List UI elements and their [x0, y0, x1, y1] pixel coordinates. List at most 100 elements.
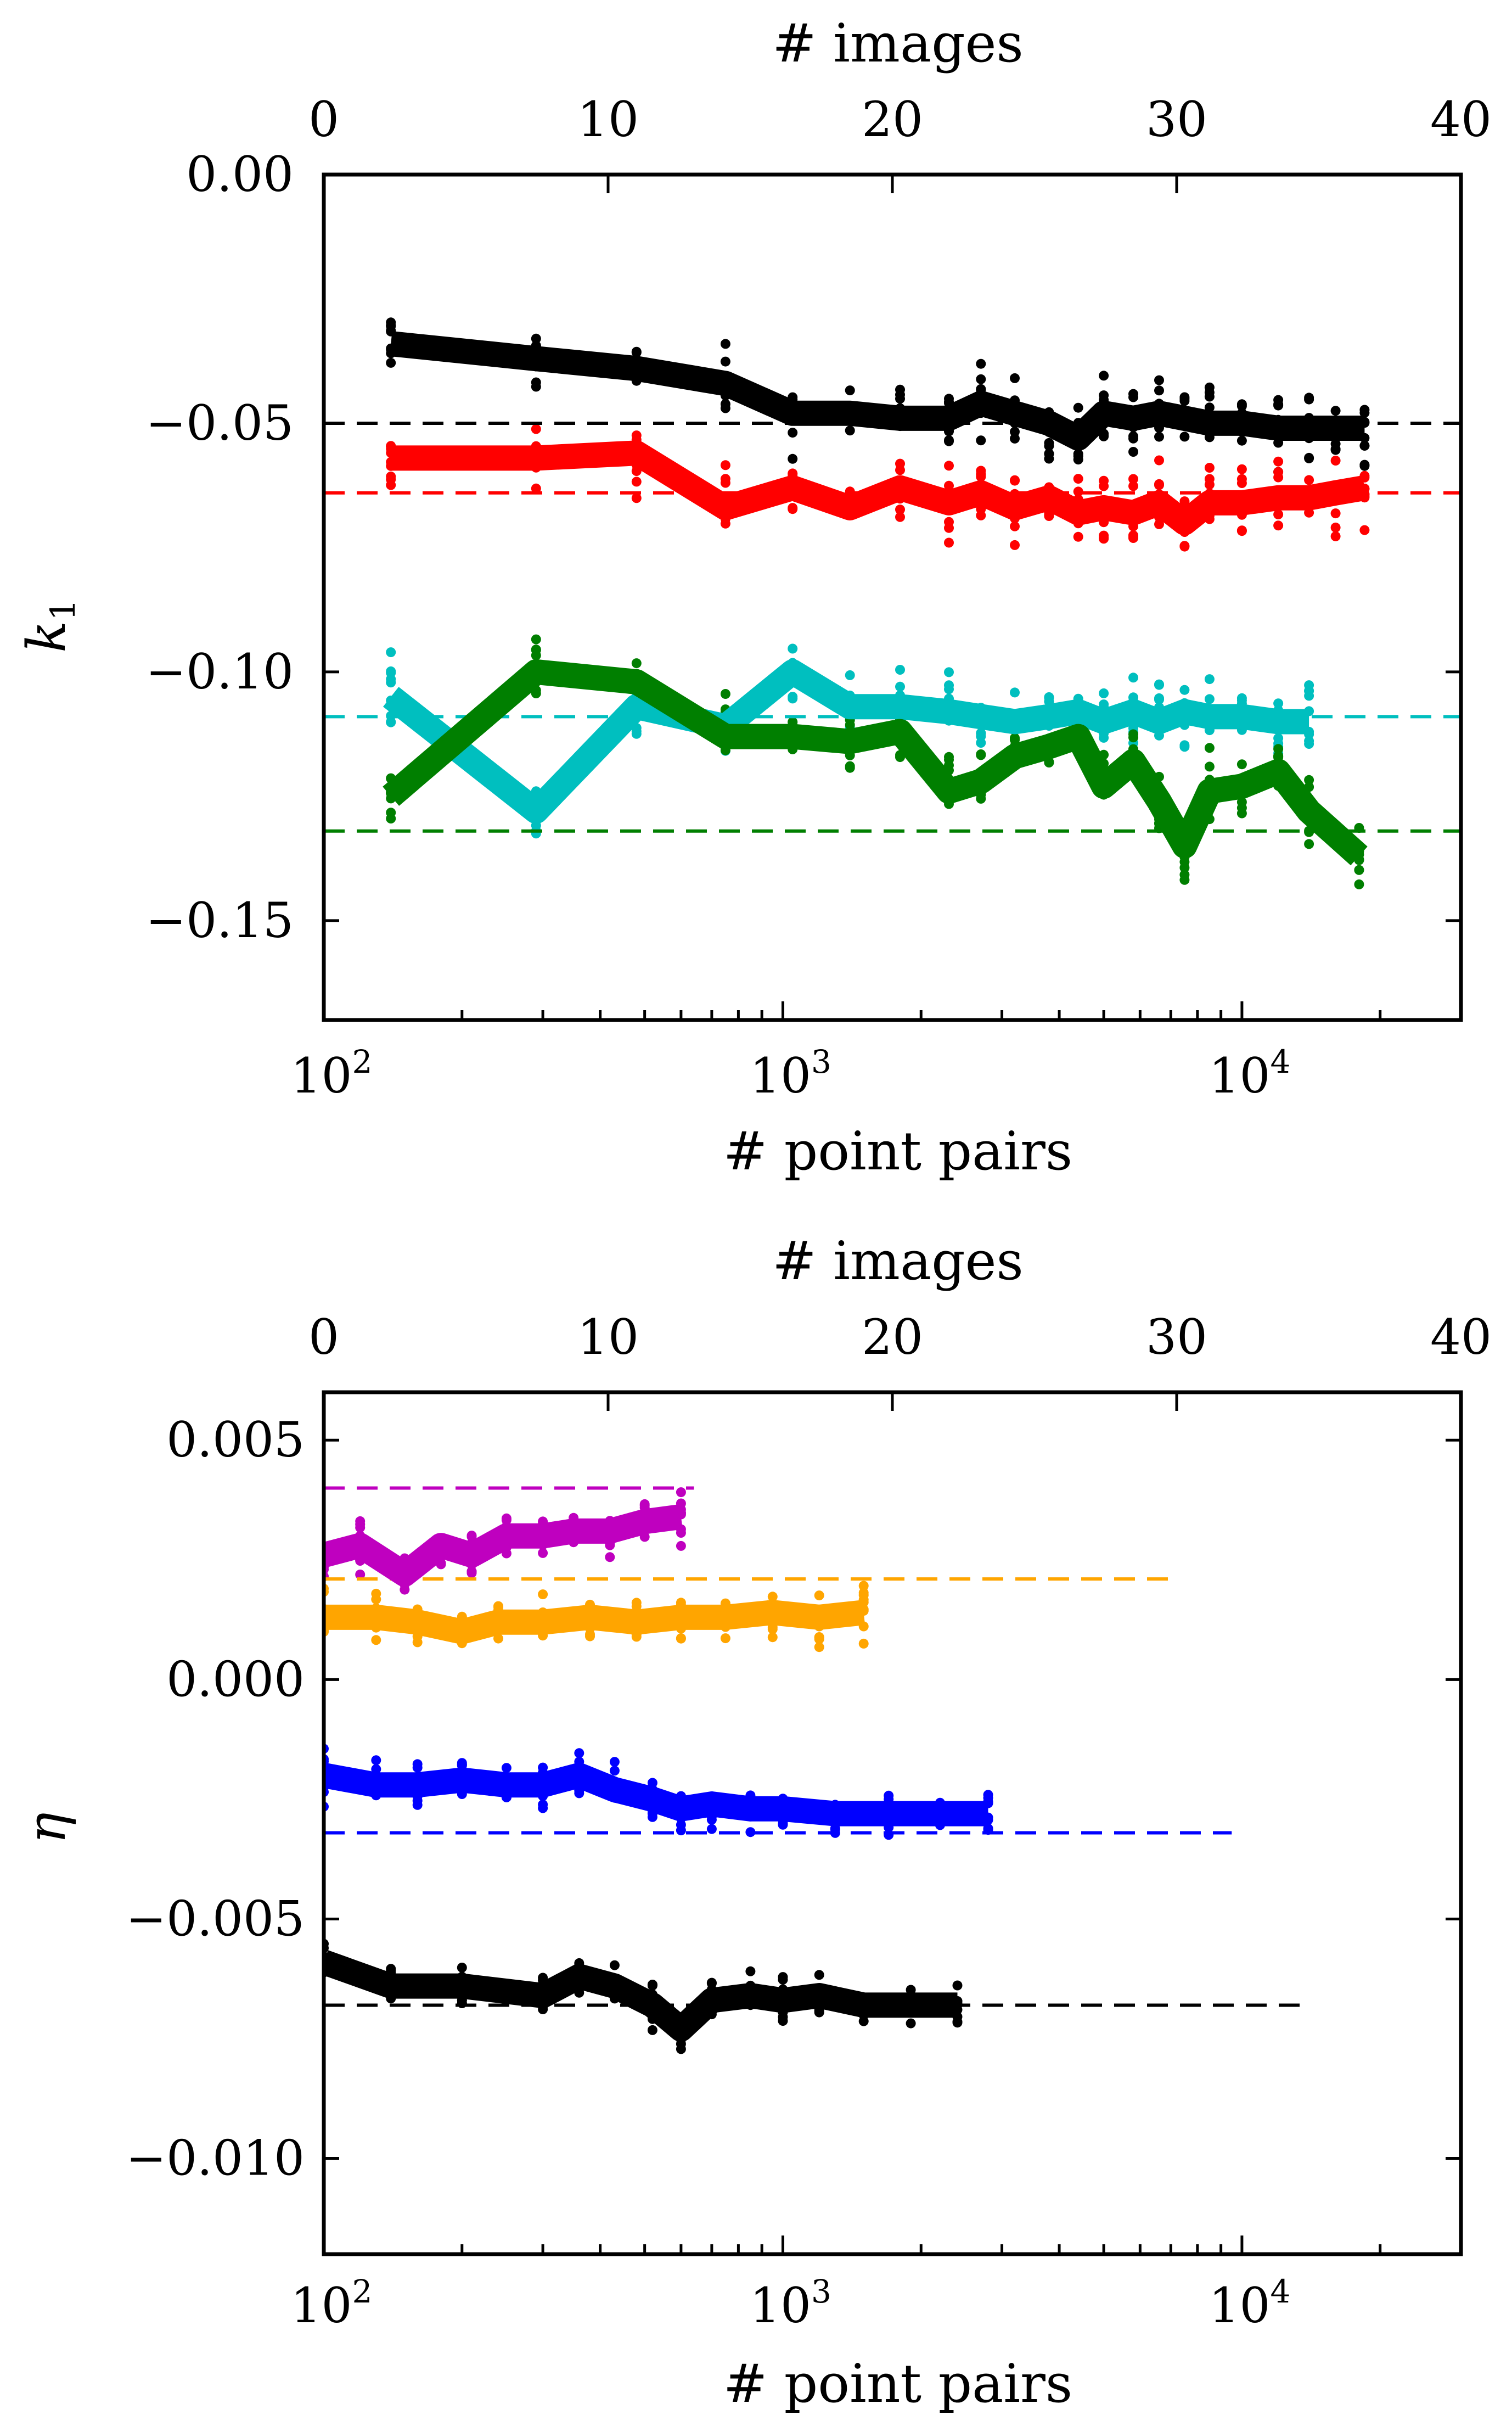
- top-green-scatter-point: [1354, 865, 1364, 875]
- top-black-scatter-point: [720, 399, 730, 409]
- top-red-scatter-point: [1236, 526, 1247, 536]
- bottom-blue-scatter-point: [412, 1759, 423, 1769]
- top-cyan-scatter-point: [386, 717, 396, 727]
- bottom-panel-y-tick-label: −0.005: [126, 1890, 305, 1947]
- bottom-blue-scatter-point: [501, 1763, 512, 1773]
- bottom-orange-scatter-point: [371, 1635, 381, 1645]
- top-panel-top-tick-40: 40: [1430, 91, 1492, 148]
- top-panel-xlabel: # point pairs: [723, 1120, 1072, 1182]
- bottom-magenta-scatter-point: [355, 1519, 366, 1529]
- bottom-blue-scatter-point: [609, 1766, 620, 1776]
- bottom-magenta-scatter-point: [501, 1513, 512, 1523]
- top-red-scatter-point: [1154, 479, 1164, 489]
- bottom-panel-x-tick-labels: 102 103 104: [291, 2273, 1291, 2334]
- top-panel-top-tick-0: 0: [308, 91, 339, 148]
- bottom-panel-x-tick-label: 103: [750, 2273, 831, 2334]
- top-black-scatter-point: [845, 385, 855, 396]
- top-black-scatter-point: [1010, 427, 1020, 437]
- top-black-scatter-point: [1330, 445, 1341, 455]
- bottom-black-scatter-point: [906, 2018, 916, 2029]
- top-black-scatter-point: [1236, 435, 1247, 446]
- bottom-orange-scatter-point: [538, 1589, 548, 1600]
- top-black-scatter-point: [1359, 461, 1370, 471]
- top-black-scatter-point: [1179, 394, 1190, 404]
- top-cyan-scatter-point: [386, 677, 396, 688]
- bottom-magenta-scatter-point: [538, 1548, 548, 1558]
- top-black-scatter-point: [1128, 433, 1138, 444]
- top-green-scatter-point: [631, 658, 642, 669]
- top-cyan-scatter-point: [1099, 688, 1109, 698]
- bottom-panel-x-tick-label: 102: [291, 2273, 373, 2334]
- top-red-scatter-point: [1236, 474, 1247, 484]
- top-black-scatter-point: [1099, 390, 1109, 401]
- bottom-plot-area: [324, 1486, 1302, 2054]
- top-red-scatter-point: [1330, 531, 1341, 541]
- top-black-scatter-point: [1236, 399, 1247, 410]
- bottom-black-scatter-point: [778, 1972, 788, 1982]
- top-cyan-scatter-point: [1010, 687, 1020, 698]
- top-black-scatter-point: [1010, 373, 1020, 383]
- top-red-scatter-point: [1128, 481, 1138, 491]
- bottom-orange-scatter-point: [371, 1588, 381, 1599]
- top-green-scatter-point: [531, 650, 541, 660]
- top-red-scatter-point: [386, 480, 396, 490]
- top-cyan-scatter-point: [788, 693, 798, 704]
- top-cyan-scatter-point: [1128, 673, 1138, 683]
- top-red-scatter-point: [1099, 481, 1109, 491]
- top-red-scatter-point: [1073, 474, 1083, 484]
- top-cyan-scatter-point: [1179, 740, 1190, 750]
- bottom-blue-scatter-point: [609, 1757, 620, 1767]
- top-green-scatter-point: [1179, 862, 1190, 873]
- top-panel-y-tick-label: −0.15: [145, 892, 294, 949]
- top-red-scatter-point: [1236, 464, 1247, 474]
- top-panel-top-tick-30: 30: [1146, 91, 1207, 148]
- top-red-scatter-point: [1359, 525, 1370, 535]
- bottom-black-scatter-point: [778, 2016, 788, 2026]
- top-black-scatter-point: [1073, 449, 1083, 459]
- top-cyan-scatter-point: [895, 681, 905, 692]
- top-red-scatter-point: [720, 460, 730, 470]
- top-red-scatter-point: [1204, 463, 1215, 473]
- top-panel-top-xlabel: # images: [772, 13, 1023, 74]
- top-red-scatter-point: [631, 493, 642, 503]
- top-cyan-scatter-point: [1179, 685, 1190, 695]
- bottom-magenta-scatter-point: [466, 1531, 477, 1541]
- bottom-black-scatter-point: [457, 1963, 467, 1973]
- top-panel-top-tick-20: 20: [862, 91, 923, 148]
- top-green-scatter-point: [1236, 803, 1247, 813]
- top-red-scatter-point: [944, 480, 954, 491]
- bottom-black-scatter-point: [676, 2044, 686, 2054]
- bottom-blue-scatter-point: [371, 1755, 381, 1766]
- top-black-scatter-point: [1273, 400, 1284, 411]
- bottom-magenta-scatter-point: [355, 1570, 366, 1579]
- bottom-orange-scatter-point: [767, 1632, 778, 1643]
- top-red-scatter-point: [895, 512, 905, 522]
- top-red-scatter-point: [976, 510, 986, 520]
- top-cyan-scatter-point: [976, 738, 986, 748]
- bottom-panel-xlabel: # point pairs: [723, 2353, 1072, 2414]
- top-green-scatter-point: [531, 634, 541, 645]
- top-panel-ylabel: k1: [16, 599, 83, 653]
- top-black-scatter-point: [1154, 375, 1164, 385]
- top-cyan-scatter-point: [788, 643, 798, 654]
- top-cyan-scatter-point: [1154, 694, 1164, 705]
- bottom-orange-scatter-point: [631, 1598, 642, 1608]
- top-cyan-scatter-point: [944, 680, 954, 691]
- top-red-scatter-point: [1330, 522, 1341, 533]
- bottom-orange-scatter-point: [814, 1632, 824, 1643]
- bottom-panel: # images 0 10 20 30 40 0.005 0.000 −0.00…: [16, 1230, 1492, 2414]
- top-black-scatter-point: [1154, 385, 1164, 396]
- top-cyan-scatter-point: [386, 668, 396, 678]
- top-cyan-scatter-point: [1154, 680, 1164, 690]
- top-panel-y-tick-label: −0.05: [145, 395, 294, 451]
- bottom-blue-scatter-point: [538, 1762, 548, 1773]
- top-red-scatter-point: [1273, 509, 1284, 519]
- bottom-panel-top-tick-labels: 0 10 20 30 40: [308, 1309, 1492, 1365]
- top-red-scatter-point: [1154, 455, 1164, 466]
- bottom-orange-scatter-point: [720, 1633, 730, 1644]
- top-green-scatter-point: [1204, 743, 1215, 753]
- top-axes-frame: [322, 172, 1463, 1022]
- top-red-scatter-point: [1010, 475, 1020, 486]
- bottom-blue-scatter-point: [574, 1748, 584, 1758]
